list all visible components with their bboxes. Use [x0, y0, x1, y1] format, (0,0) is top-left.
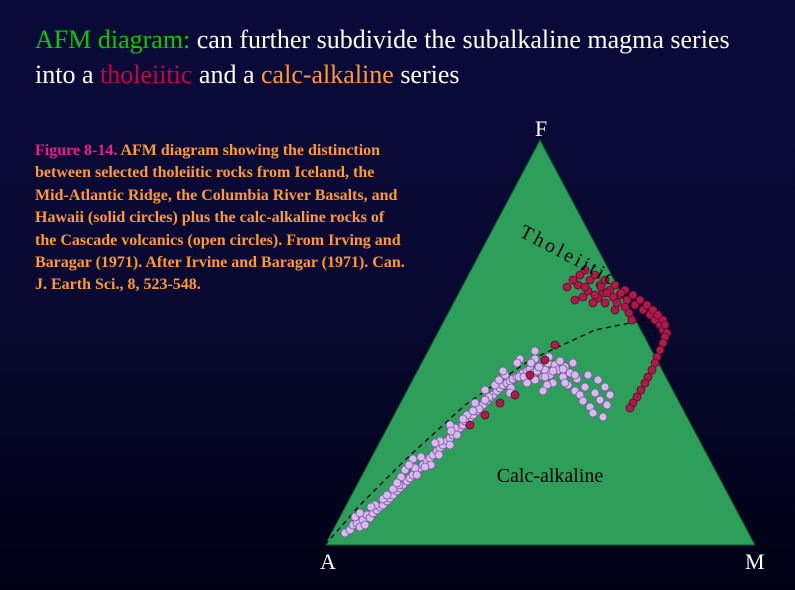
data-point [367, 503, 375, 511]
data-point [523, 379, 531, 387]
data-point [584, 371, 592, 379]
calc-alkaline-label: Calc-alkaline [497, 465, 604, 487]
data-point [511, 391, 519, 399]
data-point [469, 407, 477, 415]
data-point [435, 451, 443, 459]
data-point [606, 391, 614, 399]
data-point [413, 471, 421, 479]
data-point [569, 276, 577, 284]
slide-title: AFM diagram: can further subdivide the s… [35, 22, 775, 92]
data-point [405, 461, 413, 469]
data-point [471, 399, 479, 407]
data-point [481, 411, 489, 419]
data-point [591, 389, 599, 397]
afm-svg: Tholeiitic Calc-alkaline [305, 115, 775, 575]
data-point [383, 491, 391, 499]
data-point [579, 397, 587, 405]
title-white-3: series [394, 60, 460, 89]
data-point [361, 521, 369, 529]
data-point [421, 463, 429, 471]
data-point [581, 383, 589, 391]
data-point [617, 289, 625, 297]
data-point [466, 421, 474, 429]
data-point [541, 373, 549, 381]
data-point [629, 291, 637, 299]
data-point [581, 283, 589, 291]
data-point [571, 296, 579, 304]
data-point [526, 371, 534, 379]
figure-number: Figure 8-14. [35, 142, 117, 159]
data-point [481, 386, 489, 394]
vertex-f: F [535, 116, 547, 142]
data-point [447, 427, 455, 435]
data-point [539, 387, 547, 395]
vertex-a: A [320, 549, 336, 575]
data-point [596, 396, 604, 404]
title-green: AFM diagram: [35, 25, 190, 54]
data-point [459, 415, 467, 423]
data-point [496, 399, 504, 407]
data-point [549, 367, 557, 375]
data-point [527, 359, 535, 367]
title-red-1: tholeiitic [100, 60, 192, 89]
data-point [417, 453, 425, 461]
data-point [591, 291, 599, 299]
data-point [356, 509, 364, 517]
data-point [626, 404, 634, 412]
data-point [446, 441, 454, 449]
data-point [531, 347, 539, 355]
data-point [589, 299, 597, 307]
data-point [481, 396, 489, 404]
data-point [535, 363, 543, 371]
data-point [603, 401, 611, 409]
data-point [569, 359, 577, 367]
data-point [563, 283, 571, 291]
title-white-2: and a [192, 60, 261, 89]
data-point [513, 359, 521, 367]
data-point [603, 289, 611, 297]
data-point [599, 413, 607, 421]
data-point [571, 371, 579, 379]
afm-diagram: Tholeiitic Calc-alkaline F A M [305, 115, 775, 575]
data-point [601, 383, 609, 391]
data-point [551, 341, 559, 349]
data-point [495, 376, 503, 384]
data-point [541, 356, 549, 364]
data-point [601, 299, 609, 307]
data-point [431, 439, 439, 447]
data-point [613, 299, 621, 307]
data-point [589, 409, 597, 417]
data-point [594, 376, 602, 384]
data-point [561, 379, 569, 387]
data-point [628, 316, 636, 324]
data-point [579, 293, 587, 301]
data-point [499, 367, 507, 375]
data-point [559, 365, 567, 373]
vertex-m: M [745, 549, 765, 575]
data-point [636, 296, 644, 304]
data-point [393, 479, 401, 487]
title-orange: calc-alkaline [261, 60, 394, 89]
data-point [661, 321, 669, 329]
